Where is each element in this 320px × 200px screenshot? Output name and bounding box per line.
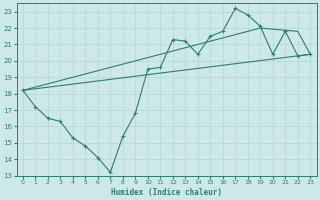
X-axis label: Humidex (Indice chaleur): Humidex (Indice chaleur) xyxy=(111,188,222,197)
